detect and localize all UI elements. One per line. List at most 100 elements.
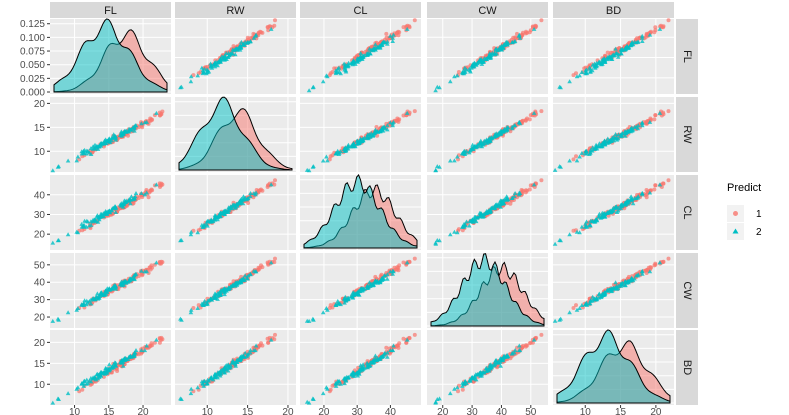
point-series-2 xyxy=(574,307,580,312)
point-series-2 xyxy=(626,200,632,204)
point-series-1 xyxy=(456,389,460,394)
point-series-2 xyxy=(320,79,326,84)
column-strip-fl xyxy=(50,2,171,18)
point-series-2 xyxy=(94,372,100,377)
point-series-1 xyxy=(653,261,658,266)
point-series-1 xyxy=(527,341,532,346)
point-series-2 xyxy=(154,182,159,187)
point-series-1 xyxy=(158,336,162,341)
point-series-1 xyxy=(520,345,525,350)
point-series-2 xyxy=(368,51,373,56)
point-series-2 xyxy=(245,276,250,281)
point-series-2 xyxy=(531,182,537,187)
point-series-2 xyxy=(337,379,342,383)
point-series-2 xyxy=(320,391,326,396)
point-series-2 xyxy=(228,284,233,288)
point-series-2 xyxy=(464,381,469,386)
point-series-1 xyxy=(384,345,389,350)
point-series-2 xyxy=(583,149,588,154)
panel-bd-rw xyxy=(175,330,296,405)
point-series-2 xyxy=(368,47,374,52)
point-series-2 xyxy=(221,367,227,372)
point-series-2 xyxy=(132,123,138,128)
point-series-2 xyxy=(88,146,94,151)
point-series-2 xyxy=(609,57,615,61)
point-series-2 xyxy=(195,73,200,78)
point-series-2 xyxy=(588,298,593,303)
point-series-2 xyxy=(233,363,238,368)
point-series-1 xyxy=(265,25,270,30)
point-series-2 xyxy=(601,141,607,145)
point-series-2 xyxy=(404,337,410,342)
point-series-2 xyxy=(88,219,94,224)
legend-key-2 xyxy=(727,223,744,240)
x-tick-label: 30 xyxy=(467,407,479,415)
point-series-1 xyxy=(412,109,417,114)
point-series-2 xyxy=(614,134,619,139)
point-series-2 xyxy=(433,240,438,245)
point-series-1 xyxy=(150,117,155,122)
point-series-1 xyxy=(653,113,658,118)
point-series-2 xyxy=(154,110,159,115)
point-series-2 xyxy=(380,354,386,358)
point-series-2 xyxy=(359,367,365,372)
point-series-2 xyxy=(98,141,104,146)
point-series-2 xyxy=(602,138,607,143)
point-series-2 xyxy=(391,32,396,37)
point-series-2 xyxy=(593,65,598,70)
point-series-2 xyxy=(364,51,370,55)
point-series-2 xyxy=(335,148,340,153)
panel-fl-fl xyxy=(50,18,171,94)
point-series-2 xyxy=(113,134,118,139)
point-series-2 xyxy=(486,136,492,141)
point-series-2 xyxy=(478,138,484,143)
point-series-1 xyxy=(332,66,337,71)
point-series-2 xyxy=(647,119,653,124)
point-series-2 xyxy=(368,134,373,139)
panel-fl-cl xyxy=(300,18,421,94)
point-series-2 xyxy=(142,269,148,274)
point-series-2 xyxy=(606,209,612,214)
point-series-2 xyxy=(202,298,207,303)
column-label-bd: BD xyxy=(606,5,621,17)
point-series-1 xyxy=(328,71,333,76)
point-series-2 xyxy=(479,144,485,149)
point-series-2 xyxy=(587,69,593,74)
panel-cw-cl xyxy=(300,253,421,328)
point-series-2 xyxy=(470,142,475,147)
point-series-2 xyxy=(65,310,71,315)
point-series-2 xyxy=(614,204,619,209)
point-series-2 xyxy=(88,379,94,384)
point-series-1 xyxy=(396,265,401,270)
point-series-2 xyxy=(622,133,628,138)
point-series-2 xyxy=(242,195,248,200)
point-series-1 xyxy=(520,33,525,38)
point-series-2 xyxy=(342,65,348,70)
point-series-2 xyxy=(599,214,604,219)
point-series-2 xyxy=(210,219,216,224)
point-series-2 xyxy=(238,200,243,204)
point-series-1 xyxy=(379,272,384,277)
point-series-1 xyxy=(524,29,528,34)
point-series-2 xyxy=(98,291,104,296)
point-series-2 xyxy=(132,354,137,358)
point-series-2 xyxy=(79,221,84,226)
point-series-2 xyxy=(574,229,580,234)
point-series-2 xyxy=(470,217,475,222)
panel-background xyxy=(427,97,548,172)
point-series-2 xyxy=(113,360,118,365)
point-series-2 xyxy=(587,150,593,155)
point-series-2 xyxy=(509,124,515,129)
point-series-1 xyxy=(272,260,277,265)
point-series-1 xyxy=(396,343,401,348)
point-series-2 xyxy=(239,39,244,44)
point-series-2 xyxy=(248,39,253,44)
panel-bd-cl xyxy=(300,330,421,405)
point-series-2 xyxy=(81,150,87,155)
y-tick-label: 0.025 xyxy=(20,74,45,85)
column-strip-cw xyxy=(427,2,548,18)
point-series-2 xyxy=(613,46,618,51)
point-series-2 xyxy=(210,294,216,299)
point-series-2 xyxy=(382,351,387,356)
point-series-2 xyxy=(113,210,118,214)
